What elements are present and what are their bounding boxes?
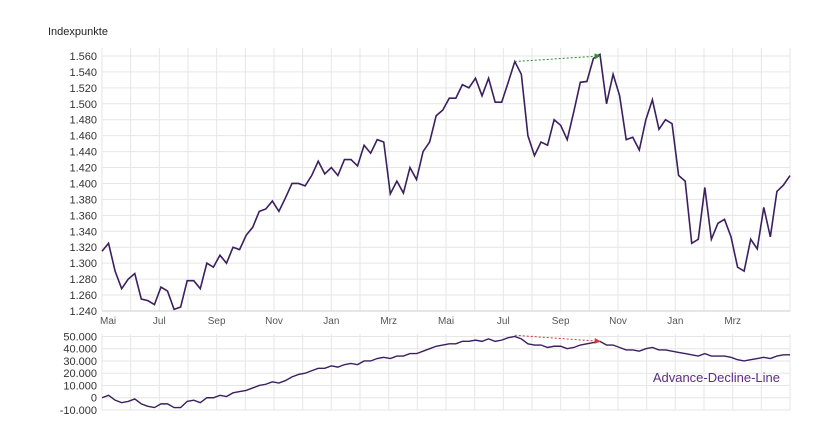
adl-y-tick-label: 30.000	[63, 356, 97, 368]
main-y-tick-label: 1.480	[69, 115, 97, 127]
main-x-tick-label: Mai	[100, 316, 116, 327]
adl-y-tick-label: 10.000	[63, 380, 97, 392]
main-x-tick-label: Nov	[609, 316, 627, 327]
main-y-tick-label: 1.540	[69, 67, 97, 79]
main-x-tick-label: Mrz	[380, 316, 397, 327]
main-y-tick-label: 1.560	[69, 51, 97, 63]
main-y-tick-label: 1.280	[69, 274, 97, 286]
main-x-tick-label: Jan	[323, 316, 339, 327]
adl-y-tick-label: 50.000	[63, 331, 97, 343]
main-x-tick-label: Mai	[438, 316, 454, 327]
main-y-axis-label: Indexpunkte	[48, 26, 108, 38]
main-y-tick-label: 1.400	[69, 178, 97, 190]
green-trend-arrow	[514, 53, 601, 63]
main-x-tick-label: Mrz	[724, 316, 741, 327]
main-x-tick-label: Sep	[208, 316, 226, 327]
main-y-tick-label: 1.440	[69, 147, 97, 159]
main-x-tick-label: Jul	[153, 316, 166, 327]
main-y-tick-label: 1.260	[69, 290, 97, 302]
main-x-tick-label: Sep	[552, 316, 570, 327]
main-y-tick-label: 1.520	[69, 83, 97, 95]
main-y-tick-label: 1.340	[69, 226, 97, 238]
adl-series-label: Advance-Decline-Line	[653, 370, 780, 385]
adl-y-tick-label: 20.000	[63, 368, 97, 380]
main-x-tick-label: Jul	[497, 316, 510, 327]
main-y-axis: 1.560 1.540 1.520 1.500 1.480 1.460 1.440 1.420…	[69, 51, 97, 318]
main-y-tick-label: 1.300	[69, 258, 97, 270]
main-y-tick-label: 1.240	[69, 306, 97, 318]
adl-y-tick-label: 0	[91, 393, 97, 405]
main-y-tick-label: 1.380	[69, 194, 97, 206]
main-gridlines	[101, 48, 791, 410]
main-y-tick-label: 1.320	[69, 242, 97, 254]
main-x-tick-label: Nov	[265, 316, 283, 327]
main-y-tick-label: 1.460	[69, 131, 97, 143]
main-y-tick-label: 1.420	[69, 163, 97, 175]
adl-y-tick-label: 40.000	[63, 344, 97, 356]
main-y-tick-label: 1.360	[69, 210, 97, 222]
adl-gridlines	[102, 335, 790, 411]
adl-series-line	[101, 335, 790, 409]
adl-y-tick-label: -10.000	[60, 405, 97, 417]
index-series-line	[101, 53, 791, 311]
main-x-tick-label: Jan	[667, 316, 683, 327]
main-y-tick-label: 1.500	[69, 99, 97, 111]
main-x-axis: Mai Jul Sep Nov Jan Mrz Mai Jul Sep Nov Jan Mrz	[100, 316, 741, 327]
